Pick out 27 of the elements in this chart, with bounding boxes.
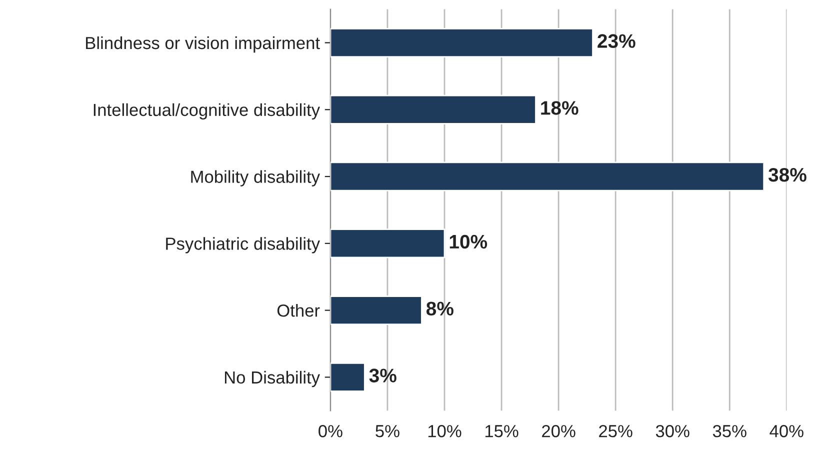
x-tick-label: 5% <box>376 425 400 438</box>
bar <box>330 94 536 124</box>
x-tick-label: 35% <box>712 424 746 438</box>
x-tick-label: 30% <box>656 424 690 438</box>
x-tick-label: 10% <box>428 424 462 438</box>
data-label: 18% <box>541 101 578 115</box>
data-label: 10% <box>450 234 488 249</box>
data-label: 8% <box>426 302 454 316</box>
y-tick-label: No Disability <box>224 370 320 388</box>
y-tick-label: Mobility disability <box>191 170 320 186</box>
y-tick-label: Psychiatric disability <box>166 237 320 254</box>
x-tick-label: 15% <box>485 425 518 438</box>
x-tick-label: 40% <box>770 424 804 438</box>
y-tick-label: Other <box>277 304 320 317</box>
x-tick-label: 20% <box>542 424 576 438</box>
bar <box>330 162 765 192</box>
bar <box>330 28 594 58</box>
bar <box>330 362 366 392</box>
data-label: 23% <box>598 34 636 48</box>
x-tick-label: 25% <box>599 424 632 438</box>
data-label: 38% <box>768 168 806 182</box>
y-tick-label: Blindness or vision impairment <box>86 36 320 53</box>
x-tick-label: 0% <box>318 424 342 438</box>
data-label: 3% <box>369 368 396 382</box>
bar <box>330 228 446 258</box>
y-tick-label: Intellectual/cognitive disability <box>94 103 320 120</box>
bar <box>330 296 422 326</box>
